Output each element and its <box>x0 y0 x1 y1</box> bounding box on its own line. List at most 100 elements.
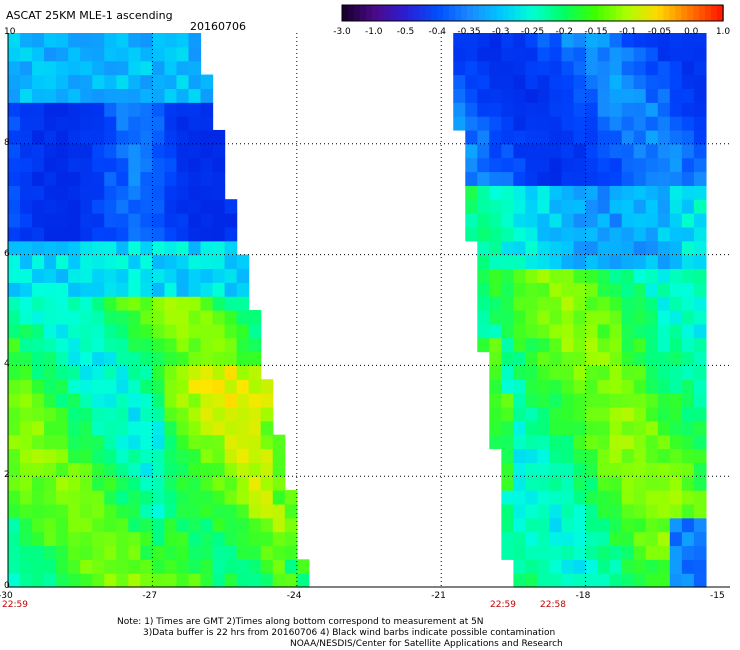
heatmap-cell <box>80 476 93 491</box>
heatmap-cell <box>693 573 707 588</box>
heatmap-cell <box>20 88 33 103</box>
heatmap-cell <box>224 503 238 519</box>
heatmap-cell <box>92 60 105 76</box>
heatmap-cell <box>669 129 683 145</box>
heatmap-cell <box>68 143 81 159</box>
heatmap-cell <box>260 448 274 463</box>
heatmap-cell <box>32 393 45 408</box>
heatmap-cell <box>56 199 69 214</box>
heatmap-cell <box>537 33 551 48</box>
time-label-swath2b: 22:58 <box>540 600 566 610</box>
heatmap-cell <box>597 379 611 394</box>
heatmap-cell <box>657 102 671 117</box>
heatmap-cell <box>236 296 250 311</box>
heatmap-cell <box>489 282 502 297</box>
heatmap-cell <box>657 171 671 186</box>
heatmap-cell <box>513 323 527 339</box>
heatmap-cell <box>669 434 683 450</box>
heatmap-cell <box>501 268 514 283</box>
heatmap-cell <box>140 157 153 173</box>
heatmap-cell <box>80 157 93 173</box>
heatmap-cell <box>200 365 214 380</box>
colorbar-segment <box>592 5 599 21</box>
heatmap-cell <box>152 143 166 159</box>
heatmap-cell <box>152 226 166 242</box>
heatmap-cell <box>693 74 707 89</box>
heatmap-cell <box>128 365 141 380</box>
heatmap-cell <box>681 517 695 533</box>
heatmap-cell <box>92 337 105 353</box>
heatmap-cell <box>80 351 93 366</box>
heatmap-cell <box>284 517 298 533</box>
heatmap-cell <box>68 185 81 200</box>
heatmap-cell <box>609 185 623 200</box>
heatmap-cell <box>92 448 105 463</box>
heatmap-cell <box>80 517 93 533</box>
heatmap-cell <box>501 476 514 491</box>
heatmap-cell <box>681 129 695 145</box>
heatmap-cell <box>104 337 117 353</box>
heatmap-cell <box>477 60 490 76</box>
heatmap-cell <box>176 254 190 270</box>
heatmap-cell <box>176 310 190 325</box>
heatmap-cell <box>80 74 93 89</box>
colorbar-segment <box>574 5 581 21</box>
heatmap-cell <box>92 420 105 436</box>
heatmap-cell <box>68 434 81 450</box>
heatmap-cell <box>609 296 623 311</box>
heatmap-cell <box>537 310 551 325</box>
heatmap-cell <box>128 476 141 491</box>
heatmap-cell <box>56 60 69 76</box>
heatmap-cell <box>260 434 274 450</box>
colorbar-segment <box>502 5 510 21</box>
heatmap-cell <box>92 143 105 159</box>
heatmap-cell <box>681 268 695 283</box>
heatmap-cell <box>68 74 81 89</box>
heatmap-cell <box>8 503 21 519</box>
heatmap-cell <box>633 448 647 463</box>
heatmap-cell <box>116 88 129 103</box>
heatmap-cell <box>657 88 671 103</box>
heatmap-cell <box>272 545 286 560</box>
heatmap-cell <box>44 60 57 76</box>
heatmap-cell <box>140 254 153 270</box>
heatmap-cell <box>188 434 202 450</box>
heatmap-cell <box>212 531 226 547</box>
heatmap-cell <box>537 434 551 450</box>
heatmap-cell <box>152 60 166 76</box>
heatmap-cell <box>561 503 575 519</box>
heatmap-cell <box>8 323 21 339</box>
heatmap-cell <box>537 199 551 214</box>
heatmap-cell <box>56 490 69 505</box>
heatmap-cell <box>513 282 527 297</box>
heatmap-cell <box>525 171 539 186</box>
heatmap-cell <box>176 46 190 62</box>
heatmap-cell <box>561 254 575 270</box>
heatmap-cell <box>56 282 69 297</box>
heatmap-cell <box>609 517 623 533</box>
heatmap-cell <box>152 337 166 353</box>
heatmap-cell <box>669 406 683 422</box>
heatmap-cell <box>681 199 695 214</box>
heatmap-cell <box>32 476 45 491</box>
heatmap-cell <box>561 213 575 228</box>
heatmap-cell <box>693 254 707 270</box>
heatmap-cell <box>693 240 707 256</box>
heatmap-cell <box>20 323 33 339</box>
heatmap-cell <box>176 448 190 463</box>
heatmap-cell <box>633 116 647 131</box>
heatmap-cell <box>152 462 166 477</box>
heatmap-cell <box>645 351 659 366</box>
heatmap-cell <box>693 171 707 186</box>
heatmap-cell <box>20 268 33 283</box>
heatmap-cell <box>176 393 190 408</box>
heatmap-cell <box>8 213 21 228</box>
heatmap-cell <box>585 88 599 103</box>
colorbar-segment <box>603 5 611 21</box>
heatmap-cell <box>200 282 214 297</box>
heatmap-cell <box>561 476 575 491</box>
colorbar-segment <box>711 5 718 21</box>
x-tick-label: -30 <box>0 591 13 601</box>
heatmap-cell <box>224 559 238 574</box>
heatmap-cell <box>152 296 166 311</box>
